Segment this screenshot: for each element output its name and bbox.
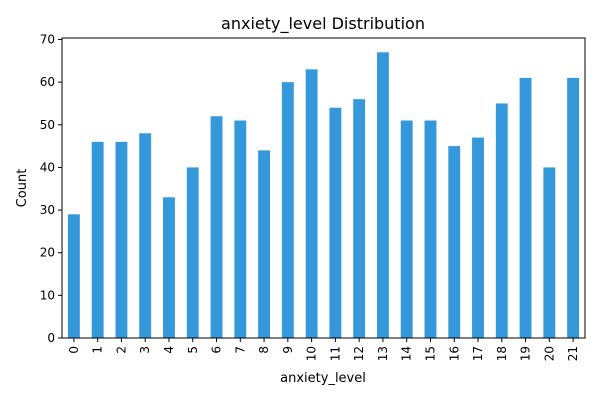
x-tick-label: 6 bbox=[210, 346, 224, 354]
x-tick-label: 11 bbox=[328, 346, 342, 361]
bar-18 bbox=[495, 103, 508, 338]
bar-11 bbox=[329, 107, 342, 339]
y-tick-label: 70 bbox=[40, 32, 55, 46]
x-tick-label: 3 bbox=[138, 346, 152, 354]
bar-8 bbox=[258, 150, 271, 338]
x-tick-label: 10 bbox=[305, 346, 319, 361]
bar-0 bbox=[67, 214, 80, 338]
bar-17 bbox=[472, 137, 484, 338]
x-tick-label: 2 bbox=[114, 346, 128, 354]
plot-frame bbox=[61, 37, 586, 339]
bar-15 bbox=[424, 120, 437, 338]
bar-12 bbox=[353, 99, 366, 338]
bar-3 bbox=[139, 133, 152, 338]
bar-20 bbox=[543, 167, 556, 338]
y-tick-label: 60 bbox=[40, 75, 55, 89]
x-tick-label: 9 bbox=[281, 346, 295, 354]
x-tick-label: 14 bbox=[400, 346, 414, 361]
bar-9 bbox=[281, 82, 294, 338]
y-tick-label: 10 bbox=[40, 288, 55, 302]
x-tick-label: 8 bbox=[257, 346, 271, 354]
bar-10 bbox=[305, 69, 318, 338]
y-tick-label: 50 bbox=[40, 118, 55, 132]
y-tick-label: 0 bbox=[47, 331, 55, 345]
x-tick-label: 1 bbox=[91, 346, 105, 354]
x-tick-label: 21 bbox=[566, 346, 580, 361]
x-tick-label: 19 bbox=[519, 346, 533, 361]
chart-title: anxiety_level Distribution bbox=[221, 14, 425, 34]
x-tick-label: 5 bbox=[186, 346, 200, 354]
bar-1 bbox=[91, 141, 104, 338]
x-tick-label: 20 bbox=[542, 346, 556, 361]
bar-4 bbox=[163, 197, 175, 338]
bar-21 bbox=[567, 77, 580, 338]
y-tick-label: 30 bbox=[40, 203, 55, 217]
x-tick-label: 12 bbox=[352, 346, 366, 361]
bar-6 bbox=[210, 116, 223, 338]
bar-7 bbox=[234, 120, 247, 338]
x-tick-label: 7 bbox=[233, 346, 247, 354]
bar-19 bbox=[519, 77, 532, 338]
x-tick-label: 17 bbox=[471, 346, 485, 361]
bar-16 bbox=[448, 146, 461, 338]
x-tick-label: 16 bbox=[447, 346, 461, 361]
x-tick-label: 18 bbox=[495, 346, 509, 361]
x-tick-label: 0 bbox=[67, 346, 81, 354]
x-tick-label: 15 bbox=[423, 346, 437, 361]
y-tick-label: 40 bbox=[40, 160, 55, 174]
x-tick-label: 13 bbox=[376, 346, 390, 361]
y-tick-label: 20 bbox=[40, 246, 55, 260]
y-axis-label: Count bbox=[15, 169, 30, 208]
bar-14 bbox=[400, 120, 413, 338]
bar-13 bbox=[376, 52, 389, 339]
bar-5 bbox=[186, 167, 199, 338]
bar-2 bbox=[115, 141, 128, 338]
x-tick-label: 4 bbox=[162, 346, 176, 354]
x-axis-label: anxiety_level bbox=[280, 371, 366, 386]
